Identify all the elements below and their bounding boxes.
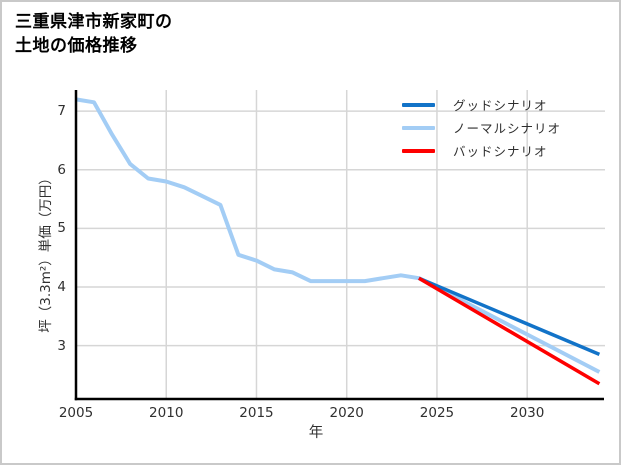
- y-tick-label: 6: [57, 161, 66, 178]
- y-tick-label: 7: [57, 103, 66, 120]
- x-tick-label: 2020: [329, 405, 364, 421]
- legend-label: グッドシナリオ: [453, 98, 548, 113]
- legend-label: ノーマルシナリオ: [453, 121, 562, 136]
- series-line-bad: [418, 276, 601, 386]
- legend-item: バッドシナリオ: [402, 143, 561, 159]
- y-tick-label: 4: [57, 279, 66, 295]
- chart-title: 三重県津市新家町の 土地の価格推移: [15, 10, 173, 58]
- legend-line-icon: [402, 125, 435, 130]
- series-line-good: [418, 276, 601, 357]
- x-tick-label: 2030: [510, 405, 545, 421]
- x-axis-title: 年: [308, 425, 324, 441]
- x-tick-label: 2010: [149, 405, 184, 421]
- y-tick-label: 5: [57, 220, 66, 237]
- legend-line-icon: [402, 102, 435, 107]
- y-axis-title: 坪（3.3m²）単価（万円）: [38, 171, 54, 333]
- x-tick-label: 2005: [58, 405, 94, 421]
- legend-label: バッドシナリオ: [453, 144, 548, 159]
- x-tick-label: 2025: [419, 405, 455, 421]
- y-tick-label: 3: [57, 337, 66, 354]
- legend-line-icon: [402, 148, 435, 153]
- x-tick-label: 2015: [239, 405, 274, 421]
- legend: グッドシナリオ ノーマルシナリオ バッドシナリオ: [402, 97, 562, 159]
- legend-item: グッドシナリオ: [402, 97, 561, 113]
- legend-item: ノーマルシナリオ: [402, 120, 562, 136]
- chart-title-line2: 土地の価格推移: [15, 36, 138, 56]
- series-line-normal: [75, 97, 601, 374]
- chart-title-line1: 三重県津市新家町の: [15, 12, 173, 32]
